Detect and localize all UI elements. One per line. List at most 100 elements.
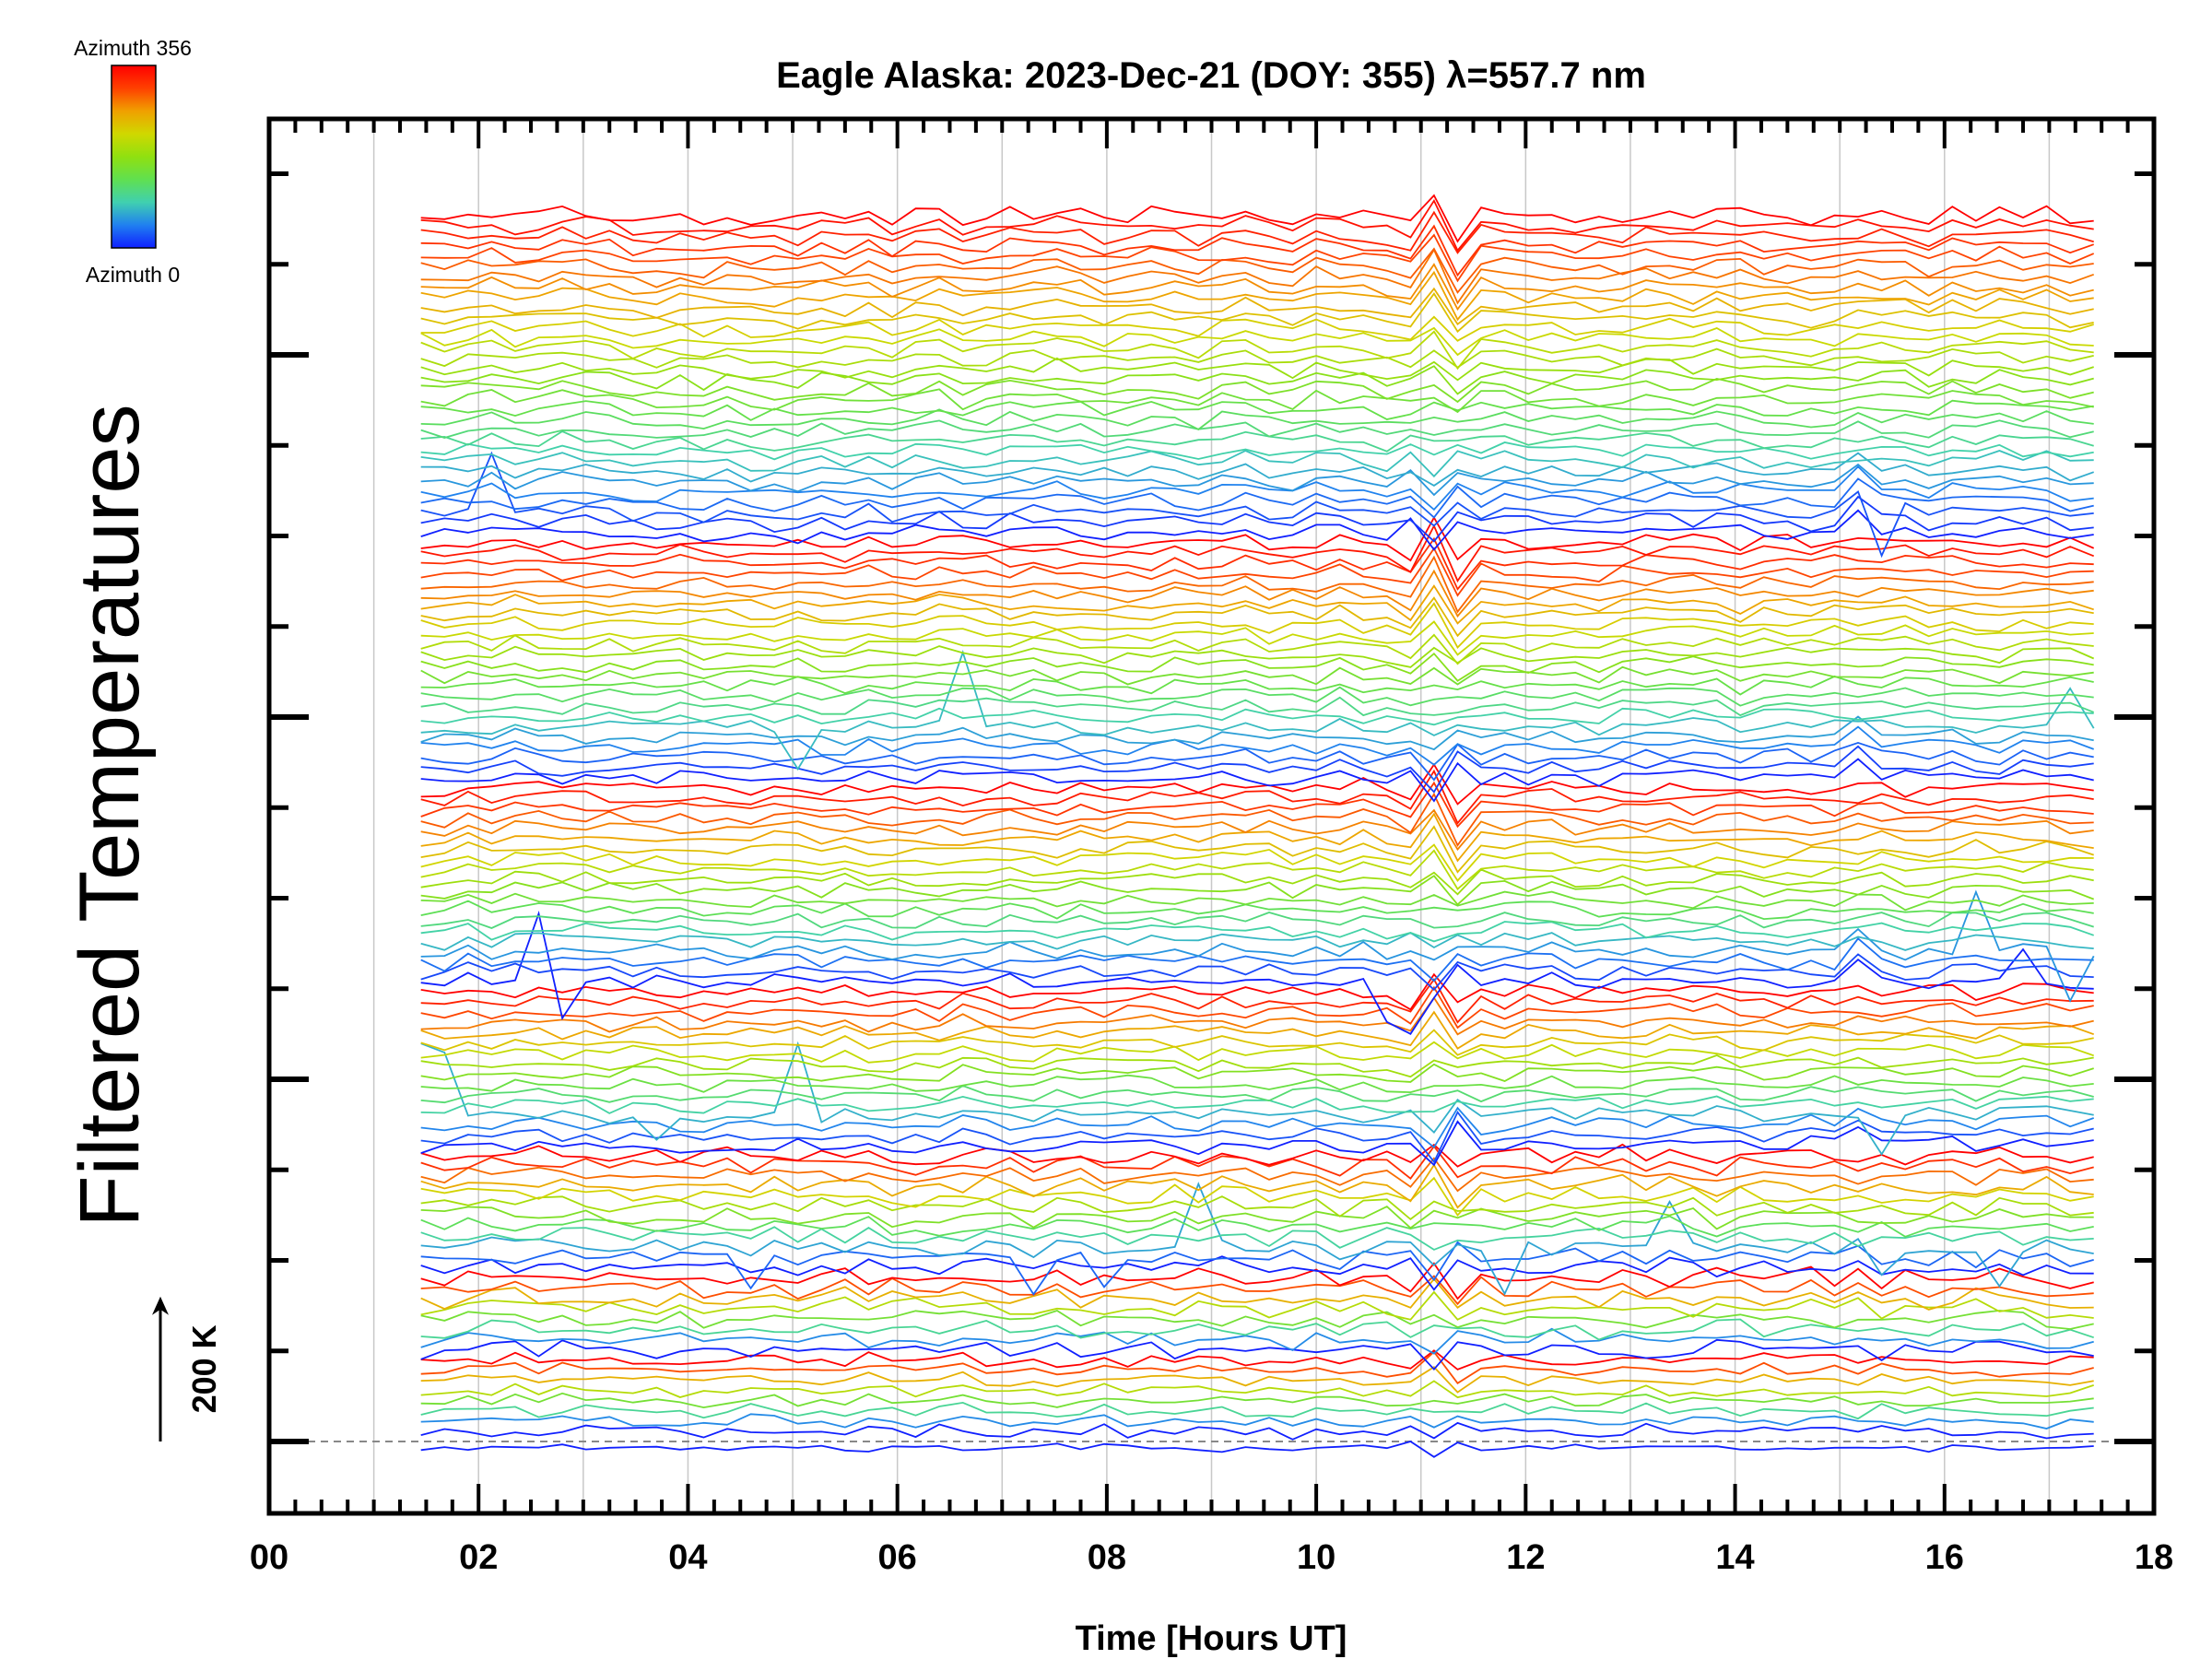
series-line-ring-2-az-203 [420,1290,2094,1321]
series-line-ring-7-az-11 [420,495,2094,543]
series-line-ring-6-az-325 [420,536,2094,591]
series-line-ring-2-az-51 [420,1327,2094,1355]
x-tick-label: 08 [1088,1538,1126,1577]
series-line-ring-7-az-230 [420,315,2094,342]
series-line-ring-6-az-186 [420,645,2095,668]
series-line-ring-7-az-345 [420,198,2094,253]
series-line-ring-6-az-31 [420,741,2094,782]
y-axis-label: Filtered Temperatures [63,404,157,1227]
series-line-ring-7-az-287 [420,248,2095,305]
series-line-ring-4-az-356 [420,972,2094,1011]
series-line-ring-4-az-47 [420,1106,2095,1149]
series-line-ring-1-az-0 [420,1421,2094,1441]
series-line-ring-6-az-155 [420,665,2094,686]
series-line-ring-5-az-356 [420,762,2094,806]
series-line-ring-4-az-332 [420,978,2094,1024]
series-line-ring-6-az-139 [420,675,2094,696]
series-line-ring-7-az-69 [420,452,2095,487]
series-line-ring-7-az-92 [420,441,2094,461]
colorbar-max-label: Azimuth 356 [74,36,192,60]
series-line-ring-7-az-23 [420,451,2094,559]
series-line-ring-3-az-194 [420,1195,2094,1221]
axis-ticks [267,119,2156,1513]
series-line-ring-5-az-169 [420,875,2095,906]
series-line-ring-7-az-184 [420,357,2094,382]
scale-bar: 200 K [152,1296,223,1441]
series-line-ring-6-az-201 [420,633,2094,665]
series-line-ring-1-az-203 [420,1380,2094,1399]
series-line-ring-7-az-253 [420,287,2094,325]
series-line-ring-6-az-77 [420,650,2095,771]
series-line-ring-5-az-0 [420,910,2094,1035]
arrow-up-icon [152,1296,169,1315]
series-line-ring-1-az-254 [420,1366,2094,1394]
series-line-ring-7-az-310 [420,233,2095,283]
series-line-ring-5-az-187 [420,868,2094,896]
series-line-ring-7-az-207 [420,330,2094,371]
series-line-ring-6-az-93 [420,707,2094,726]
series-line-ring-6-az-0 [420,758,2094,803]
series-line-ring-7-az-57 [420,463,2094,497]
series-line-ring-7-az-0 [420,509,2094,551]
x-tick-labels: 00 02 04 06 08 10 12 14 16 18 [250,1538,2173,1577]
series-line-ring-4-az-71 [420,1041,2094,1156]
series-line-ring-1-az-305 [420,1350,2094,1385]
series-line-ring-3-az-32 [420,1241,2094,1296]
colorbar-gradient [111,65,157,249]
series-line-ring-5-az-244 [420,825,2094,874]
series-line-ring-5-az-225 [420,843,2094,882]
series-line-ring-7-az-264 [420,270,2094,322]
x-tick-label: 10 [1297,1538,1335,1577]
series-line-ring-7-az-356 [420,194,2094,243]
series-line-ring-6-az-341 [420,524,2095,583]
series-line-ring-6-az-46 [420,725,2095,766]
series-line-ring-1-az-356 [420,1349,2094,1371]
series-line-ring-6-az-356 [420,515,2095,562]
series-line-ring-7-az-218 [420,326,2094,357]
series-lines [420,194,2095,1458]
series-line-ring-5-az-19 [420,953,2094,992]
series-line-ring-7-az-161 [420,377,2094,404]
series-line-ring-5-az-281 [420,808,2094,852]
series-line-ring-4-az-142 [420,1074,2094,1094]
series-line-ring-2-az-254 [420,1277,2094,1311]
series-line-ring-4-az-95 [420,1095,2094,1114]
series-line-ring-2-az-153 [420,1310,2094,1330]
series-line-ring-4-az-190 [420,1054,2094,1078]
series-line-ring-4-az-261 [420,1010,2095,1050]
series-line-ring-6-az-124 [420,686,2094,707]
series-line-ring-4-az-237 [420,1029,2094,1056]
series-line-ring-5-az-319 [420,781,2094,829]
series-line-ring-1-az-102 [420,1401,2094,1420]
series-line-ring-7-az-322 [420,224,2094,277]
colorbar: Azimuth 356 Azimuth 0 [74,36,192,287]
series-line-ring-5-az-94 [420,921,2094,943]
series-line-ring-5-az-56 [420,889,2095,1003]
x-axis-label: Time [Hours UT] [1076,1619,1347,1658]
series-line-ring-4-az-119 [420,1085,2094,1104]
series-line-ring-6-az-263 [420,584,2094,625]
series-line-ring-7-az-276 [420,263,2094,312]
series-line-ring-1-az-153 [420,1392,2094,1409]
series-line-ring-3-az-97 [420,1226,2094,1251]
series-line-ring-4-az-309 [420,985,2094,1030]
series-line-ring-7-az-195 [420,347,2094,369]
series-line-ring-7-az-138 [420,399,2094,421]
series-line-ring-7-az-34 [420,477,2094,519]
series-line-ring-6-az-248 [420,596,2094,638]
x-tick-label: 04 [668,1538,707,1577]
series-line-ring-3-az-356 [420,1143,2094,1168]
series-line-ring-5-az-37 [420,936,2094,982]
series-line-ring-3-az-227 [420,1176,2094,1217]
series-line-ring-2-az-305 [420,1275,2094,1306]
series-line-ring-7-az-299 [420,247,2094,294]
series-line-ring-4-az-0 [420,1120,2094,1167]
series-line-ring-3-az-65 [420,1182,2094,1296]
x-tick-label: 18 [2135,1538,2173,1577]
series-line-ring-3-az-162 [420,1206,2094,1230]
chart-title: Eagle Alaska: 2023-Dec-21 (DOY: 355) λ=5… [776,55,1646,96]
x-tick-label: 06 [878,1538,917,1577]
x-tick-label: 14 [1715,1538,1754,1577]
series-line-ring-4-az-24 [420,1110,2094,1164]
